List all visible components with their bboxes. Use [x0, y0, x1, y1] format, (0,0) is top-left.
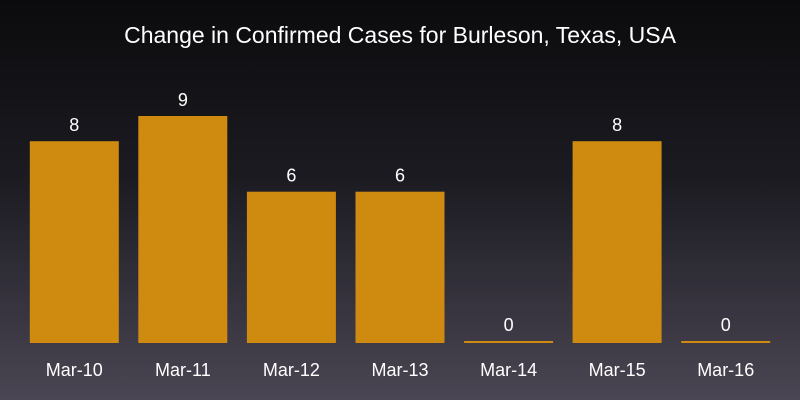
x-tick-label-mar-16: Mar-16 [697, 360, 754, 380]
value-label-mar-16: 0 [721, 315, 731, 335]
bar-mar-13 [355, 191, 445, 343]
x-tick-labels-layer: Mar-10 Mar-11 Mar-12 Mar-13 Mar-14 Mar-15 Mar-… [46, 360, 754, 380]
x-tick-label-mar-13: Mar-13 [371, 360, 428, 380]
bar-mar-14 [464, 341, 554, 343]
value-label-mar-14: 0 [504, 315, 514, 335]
x-tick-label-mar-11: Mar-11 [155, 360, 211, 380]
bar-mar-16 [681, 341, 771, 343]
x-tick-label-mar-15: Mar-15 [589, 360, 646, 380]
value-label-mar-13: 6 [395, 166, 405, 186]
x-tick-label-mar-14: Mar-14 [480, 360, 537, 380]
value-label-mar-11: 9 [178, 90, 188, 110]
value-label-mar-15: 8 [612, 115, 622, 135]
value-label-mar-12: 6 [286, 166, 296, 186]
x-tick-label-mar-10: Mar-10 [46, 360, 103, 380]
bar-mar-10 [29, 141, 119, 343]
bar-mar-15 [572, 141, 662, 343]
chart-title: Change in Confirmed Cases for Burleson, … [124, 22, 676, 48]
value-labels-layer: 8 9 6 6 0 8 0 [69, 90, 730, 335]
bar-mar-11 [138, 116, 228, 343]
bars-layer [29, 116, 771, 343]
value-label-mar-10: 8 [69, 115, 79, 135]
x-tick-label-mar-12: Mar-12 [263, 360, 320, 380]
bar-mar-12 [246, 191, 336, 343]
